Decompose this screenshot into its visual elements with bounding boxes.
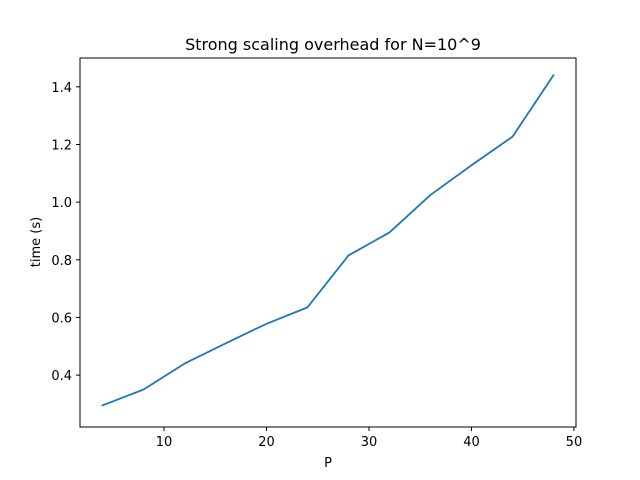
y-tick-label: 1.2 xyxy=(51,138,72,153)
x-tick-label: 30 xyxy=(361,435,378,450)
y-tick-label: 0.6 xyxy=(51,311,72,326)
y-tick-label: 0.4 xyxy=(51,369,72,384)
series-line xyxy=(101,74,555,407)
x-tick-label: 40 xyxy=(463,435,480,450)
plot-area xyxy=(101,74,555,407)
chart-title: Strong scaling overhead for N=10^9 xyxy=(185,35,481,54)
x-axis-ticks: 10 20 30 40 50 xyxy=(156,427,582,450)
y-axis-ticks: 0.4 0.6 0.8 1.0 1.2 1.4 xyxy=(51,81,80,384)
y-tick-label: 0.8 xyxy=(51,254,72,269)
x-tick-label: 10 xyxy=(156,435,173,450)
x-axis-label: P xyxy=(324,456,332,471)
x-tick-label: 50 xyxy=(566,435,583,450)
x-tick-label: 20 xyxy=(258,435,275,450)
plot-frame xyxy=(79,57,577,428)
y-tick-label: 1.0 xyxy=(51,196,72,211)
y-tick-label: 1.4 xyxy=(51,81,72,96)
y-axis-label: time (s) xyxy=(29,217,44,267)
